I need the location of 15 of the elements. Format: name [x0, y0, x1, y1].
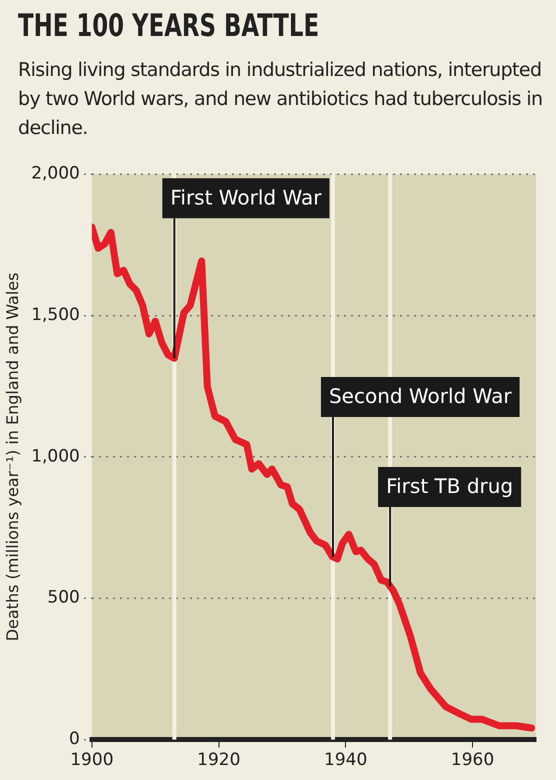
y-tick-label: 500 [47, 588, 80, 608]
x-tick-label: 1920 [197, 750, 240, 770]
ref-line-label: First World War [170, 185, 322, 210]
x-tick-label: 1940 [324, 750, 368, 770]
y-tick-label: 1,500 [31, 304, 80, 325]
chart-title: THE 100 YEARS BATTLE [18, 8, 320, 44]
y-tick-label: 2,000 [31, 164, 80, 184]
ref-line-label: First TB drug [386, 474, 514, 498]
y-tick-label: 0 [69, 729, 80, 750]
y-axis-title: Deaths (millions year⁻¹) in England and Wales [2, 272, 22, 642]
y-tick-label: 1,000 [31, 446, 80, 466]
x-tick-label: 1960 [450, 750, 494, 770]
x-tick-label: 1900 [70, 750, 114, 770]
ref-line-label: Second World War [328, 384, 512, 408]
chart-subtitle: Rising living standards in industrialized nations, interupted by two World wars, and new antibiotics had tuberculosis in decline. [18, 58, 544, 141]
